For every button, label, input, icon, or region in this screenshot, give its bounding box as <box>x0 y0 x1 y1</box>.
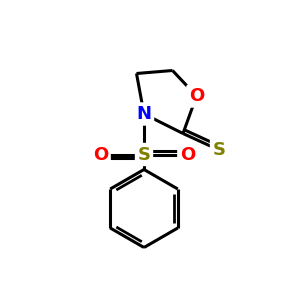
Text: O: O <box>93 146 108 164</box>
Text: O: O <box>189 87 204 105</box>
Text: O: O <box>180 146 195 164</box>
Text: S: S <box>137 146 151 164</box>
Text: N: N <box>136 105 152 123</box>
Text: S: S <box>212 141 226 159</box>
